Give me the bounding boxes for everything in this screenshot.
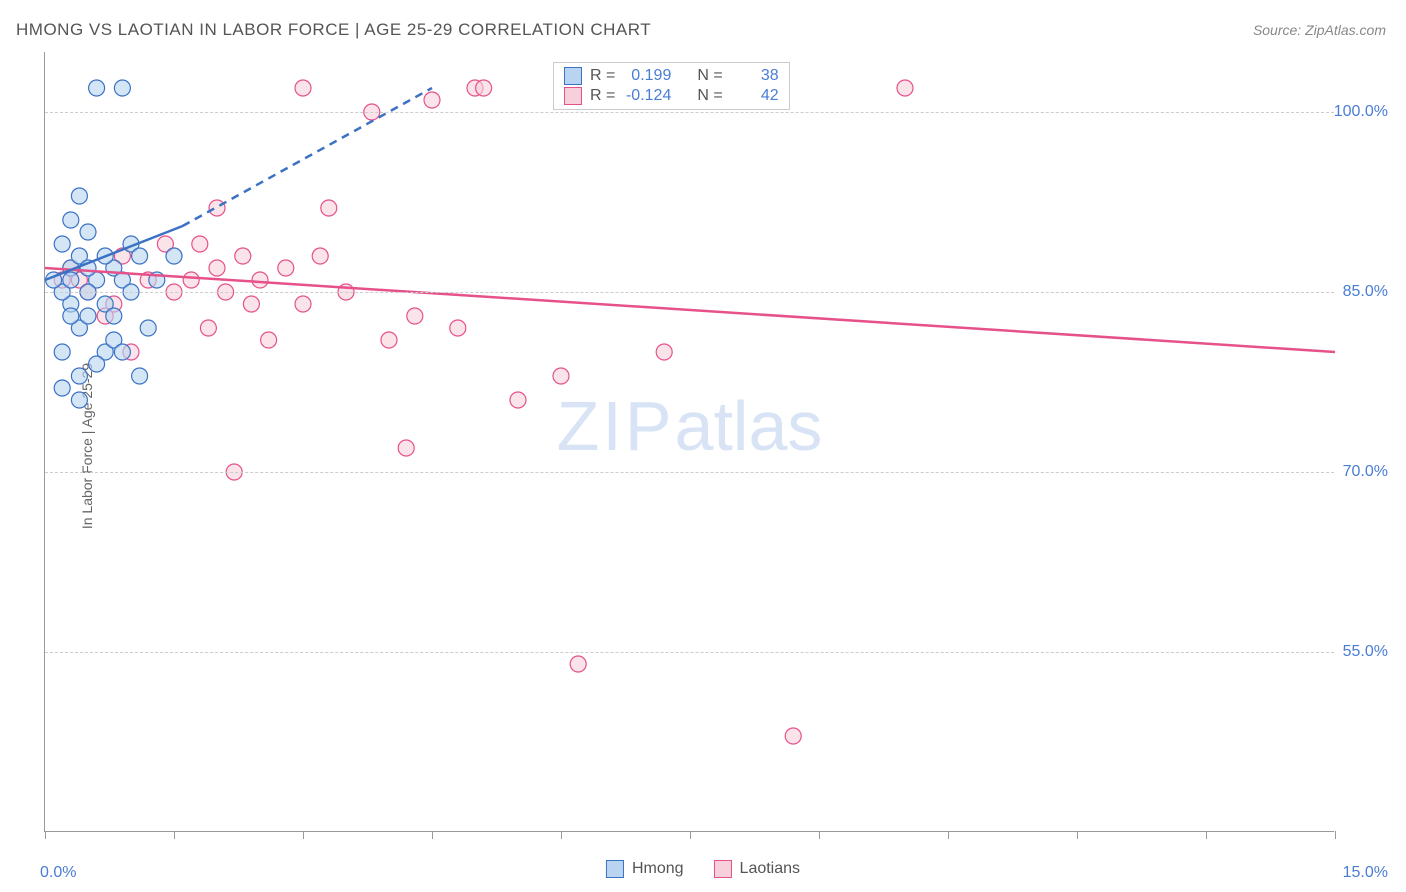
scatter-point (63, 272, 79, 288)
hmong-swatch-icon (564, 67, 582, 85)
scatter-point (71, 368, 87, 384)
stats-row-hmong: R = 0.199 N = 38 (564, 66, 779, 86)
n-label: N = (697, 87, 722, 105)
laotian-swatch-icon (564, 87, 582, 105)
scatter-point (381, 332, 397, 348)
scatter-point (243, 296, 259, 312)
scatter-point (63, 212, 79, 228)
scatter-point (252, 272, 268, 288)
x-tick (819, 831, 820, 839)
legend-item-hmong: Hmong (606, 860, 684, 878)
x-tick (1077, 831, 1078, 839)
x-tick (1335, 831, 1336, 839)
gridline (45, 652, 1334, 653)
scatter-point (63, 308, 79, 324)
x-tick (561, 831, 562, 839)
scatter-point (897, 80, 913, 96)
scatter-point (183, 272, 199, 288)
n-value-laotian: 42 (731, 87, 779, 105)
scatter-point (54, 236, 70, 252)
legend-label-hmong: Hmong (632, 860, 684, 878)
scatter-point (261, 332, 277, 348)
gridline (45, 112, 1334, 113)
scatter-point (209, 200, 225, 216)
scatter-point (407, 308, 423, 324)
scatter-point (200, 320, 216, 336)
hmong-swatch-icon (606, 860, 624, 878)
scatter-point (132, 248, 148, 264)
trend-line (183, 88, 432, 226)
scatter-point (656, 344, 672, 360)
x-tick (174, 831, 175, 839)
plot-area: ZIPatlas (44, 52, 1334, 832)
scatter-point (192, 236, 208, 252)
y-tick-label: 70.0% (1343, 463, 1388, 481)
laotian-swatch-icon (714, 860, 732, 878)
scatter-point (398, 440, 414, 456)
y-tick-label: 55.0% (1343, 643, 1388, 661)
x-tick (690, 831, 691, 839)
legend-label-laotian: Laotians (740, 860, 801, 878)
scatter-point (166, 248, 182, 264)
scatter-point (450, 320, 466, 336)
scatter-point (114, 80, 130, 96)
x-tick (948, 831, 949, 839)
scatter-point (424, 92, 440, 108)
scatter-point (209, 260, 225, 276)
scatter-point (235, 248, 251, 264)
scatter-point (106, 308, 122, 324)
n-label: N = (697, 67, 722, 85)
scatter-point (132, 368, 148, 384)
scatter-point (476, 80, 492, 96)
scatter-point (321, 200, 337, 216)
x-tick-label: 0.0% (40, 864, 76, 882)
r-label: R = (590, 67, 615, 85)
source-attribution: Source: ZipAtlas.com (1253, 22, 1386, 38)
scatter-point (54, 344, 70, 360)
stats-legend-box: R = 0.199 N = 38 R = -0.124 N = 42 (553, 62, 790, 110)
x-tick (1206, 831, 1207, 839)
scatter-point (140, 320, 156, 336)
scatter-point (278, 260, 294, 276)
chart-title: HMONG VS LAOTIAN IN LABOR FORCE | AGE 25… (16, 20, 651, 40)
x-tick (303, 831, 304, 839)
scatter-point (71, 188, 87, 204)
gridline (45, 472, 1334, 473)
stats-row-laotian: R = -0.124 N = 42 (564, 86, 779, 106)
x-tick (45, 831, 46, 839)
scatter-point (510, 392, 526, 408)
gridline (45, 292, 1334, 293)
x-tick (432, 831, 433, 839)
scatter-point (80, 308, 96, 324)
scatter-point (295, 296, 311, 312)
bottom-legend: Hmong Laotians (606, 860, 800, 878)
scatter-point (312, 248, 328, 264)
x-tick-label: 15.0% (1343, 864, 1388, 882)
r-label: R = (590, 87, 615, 105)
scatter-point (80, 224, 96, 240)
scatter-plot-svg (45, 52, 1334, 831)
scatter-point (295, 80, 311, 96)
r-value-laotian: -0.124 (623, 87, 671, 105)
n-value-hmong: 38 (731, 67, 779, 85)
scatter-point (785, 728, 801, 744)
scatter-point (54, 380, 70, 396)
scatter-point (114, 344, 130, 360)
scatter-point (89, 356, 105, 372)
trend-line (45, 268, 1335, 352)
y-tick-label: 85.0% (1343, 283, 1388, 301)
scatter-point (553, 368, 569, 384)
scatter-point (89, 80, 105, 96)
r-value-hmong: 0.199 (623, 67, 671, 85)
scatter-point (71, 392, 87, 408)
scatter-point (570, 656, 586, 672)
y-tick-label: 100.0% (1334, 103, 1388, 121)
legend-item-laotian: Laotians (714, 860, 801, 878)
